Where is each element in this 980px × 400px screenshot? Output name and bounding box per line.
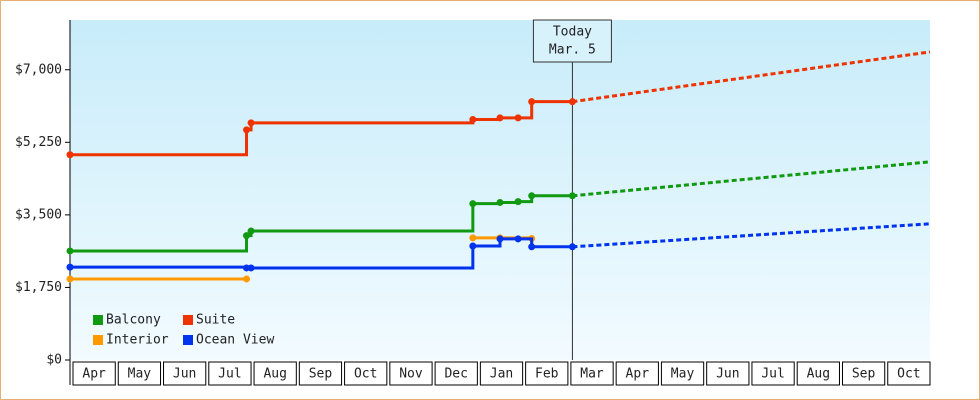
x-tick-label: Aug: [263, 367, 286, 382]
data-point: [469, 116, 477, 124]
month-cell: [570, 361, 614, 386]
data-point: [66, 275, 74, 283]
month-cell: [615, 361, 659, 386]
data-point: [243, 232, 251, 240]
data-point: [514, 198, 522, 206]
legend-swatch: [93, 335, 103, 345]
legend-label: Suite: [196, 313, 235, 328]
month-cell: [389, 361, 433, 386]
x-tick-label: Jun: [173, 367, 196, 382]
data-point: [66, 263, 74, 271]
legend-swatch: [183, 315, 193, 325]
x-tick-label: Jul: [761, 367, 784, 382]
x-tick-label: Jul: [218, 367, 241, 382]
data-point: [496, 198, 504, 206]
data-point: [528, 192, 536, 200]
x-tick-label: May: [671, 367, 695, 382]
month-cell: [479, 361, 524, 386]
x-tick-label: Apr: [626, 367, 650, 382]
projection-line: [572, 160, 931, 198]
today-date: Mar. 5: [549, 43, 596, 58]
x-tick-label: Apr: [82, 367, 106, 382]
data-point: [528, 243, 536, 251]
legend-label: Interior: [106, 333, 169, 348]
x-tick-label: Sep: [309, 367, 333, 382]
x-tick-label: Oct: [897, 367, 920, 382]
x-tick-label: May: [128, 367, 152, 382]
month-cell: [344, 361, 388, 386]
month-cell: [208, 361, 252, 386]
y-tick-label: $7,000: [15, 62, 62, 77]
data-point: [469, 242, 477, 250]
month-cell: [298, 361, 343, 386]
x-tick-label: Sep: [852, 367, 876, 382]
data-point: [243, 275, 251, 283]
projection-line: [572, 222, 931, 249]
legend-swatch: [93, 315, 103, 325]
legend-label: Ocean View: [196, 333, 274, 348]
y-tick-label: $3,500: [15, 207, 62, 222]
data-point: [66, 247, 74, 255]
projection-line: [572, 50, 931, 104]
month-cell: [751, 361, 795, 386]
data-point: [247, 119, 255, 127]
month-cell: [887, 361, 931, 386]
data-point: [568, 243, 576, 251]
data-point: [568, 192, 576, 200]
month-cell: [117, 361, 162, 386]
data-point: [514, 235, 522, 243]
today-title: Today: [553, 25, 592, 40]
data-point: [469, 200, 477, 208]
month-cell: [706, 361, 750, 386]
month-cell: [434, 361, 478, 386]
legend-swatch: [183, 335, 193, 345]
data-point: [496, 114, 504, 122]
x-tick-label: Oct: [354, 367, 377, 382]
data-point: [66, 151, 74, 159]
data-point: [247, 264, 255, 272]
y-tick-label: $1,750: [15, 280, 62, 295]
y-tick-label: $0: [46, 353, 62, 368]
data-point: [514, 114, 522, 122]
month-cell: [796, 361, 840, 386]
data-point: [243, 126, 251, 134]
x-tick-label: Dec: [444, 367, 467, 382]
x-tick-label: Jun: [716, 367, 739, 382]
data-point: [247, 227, 255, 235]
x-tick-label: Jan: [490, 367, 513, 382]
today-box: [532, 19, 612, 63]
month-cell: [72, 361, 116, 386]
month-cell: [253, 361, 297, 386]
data-point: [496, 235, 504, 243]
x-tick-label: Nov: [399, 367, 423, 382]
month-cell: [525, 361, 569, 386]
month-cell: [841, 361, 886, 386]
month-cell: [163, 361, 207, 386]
legend-label: Balcony: [106, 313, 161, 328]
data-point: [469, 234, 477, 242]
month-cell: [660, 361, 705, 386]
x-tick-label: Aug: [807, 367, 830, 382]
data-point: [568, 98, 576, 106]
data-point: [528, 98, 536, 106]
x-tick-label: Feb: [535, 367, 559, 382]
y-tick-label: $5,250: [15, 135, 62, 150]
x-tick-label: Mar: [580, 367, 604, 382]
plot-area: [70, 20, 930, 360]
